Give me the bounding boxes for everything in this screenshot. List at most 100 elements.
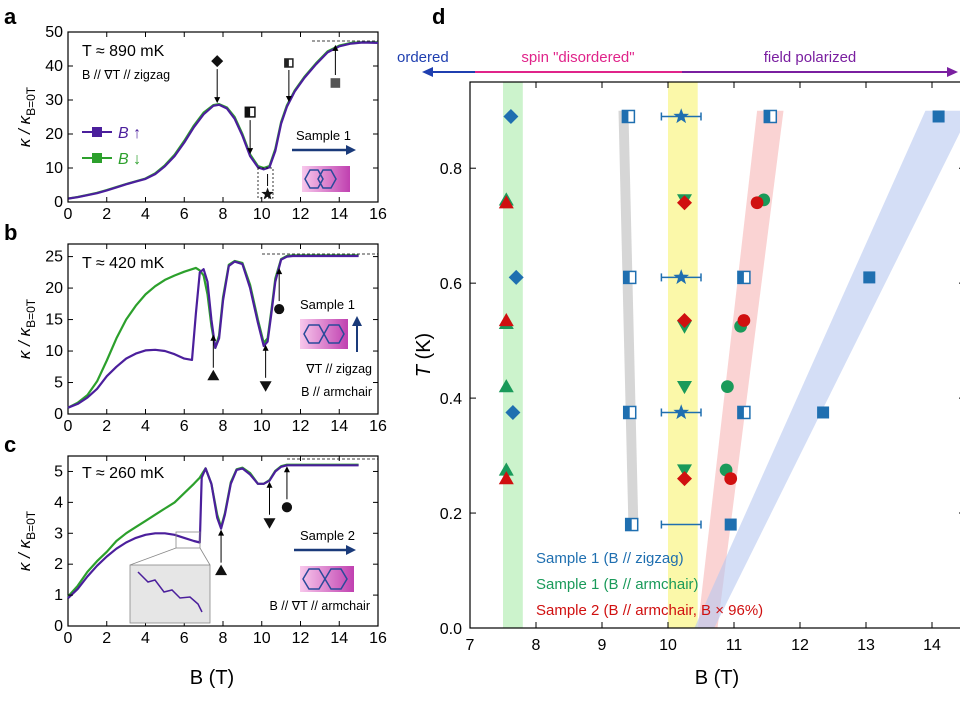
y-tick-label: 1 bbox=[54, 587, 63, 604]
x-tick-label: 10 bbox=[659, 637, 677, 654]
y-tick-label: 0.0 bbox=[440, 621, 462, 638]
temperature-label: T ≈ 260 mK bbox=[82, 465, 165, 482]
y-tick-label: 0 bbox=[54, 618, 63, 635]
field-config-label: B // ∇T // zigzag bbox=[82, 68, 170, 82]
x-tick-label: 16 bbox=[369, 206, 387, 223]
x-tick-label: 8 bbox=[219, 630, 228, 647]
heat-arrow-head bbox=[352, 316, 362, 326]
x-tick-label: 7 bbox=[466, 637, 475, 654]
data-point-half-square bbox=[622, 405, 637, 420]
x-tick-label: 14 bbox=[923, 637, 941, 654]
x-tick-label: 8 bbox=[219, 206, 228, 223]
x-tick-label: 12 bbox=[791, 637, 809, 654]
y-tick-label: 20 bbox=[45, 126, 63, 143]
annotation-marker bbox=[207, 369, 220, 381]
zigzag-lattice bbox=[304, 169, 324, 189]
data-point-triangle-down bbox=[677, 380, 692, 395]
annotation-arrow-head bbox=[332, 44, 339, 51]
y-tick-label: 3 bbox=[54, 525, 63, 542]
y-tick-label: 0.8 bbox=[440, 161, 462, 178]
series-line-up bbox=[67, 254, 359, 409]
y-tick-label: 50 bbox=[45, 24, 63, 41]
zoom-line-2 bbox=[199, 547, 211, 566]
x-tick-label: 9 bbox=[598, 637, 607, 654]
x-tick-label: 11 bbox=[726, 637, 743, 654]
annotation-marker-fill bbox=[284, 58, 289, 67]
panel-label-b: b bbox=[4, 220, 17, 245]
data-point-circle bbox=[721, 380, 734, 393]
x-tick-label: 4 bbox=[141, 630, 150, 647]
data-point-half-square-fill bbox=[622, 110, 629, 123]
x-tick-label: 16 bbox=[369, 630, 387, 647]
data-point-half-square-fill bbox=[764, 110, 771, 123]
sample-label: Sample 2 bbox=[300, 528, 355, 543]
data-point-circle bbox=[724, 472, 738, 485]
plot-frame bbox=[469, 81, 960, 629]
panel-d: ordered spin "disordered" field polarize… bbox=[397, 49, 960, 689]
data-point-square bbox=[724, 518, 737, 531]
legend-label-down: B ↓ bbox=[118, 151, 141, 168]
y-tick-label: 4 bbox=[54, 494, 63, 511]
y-tick-label: 20 bbox=[45, 280, 63, 297]
x-tick-label: 12 bbox=[292, 630, 310, 647]
x-axis-label-left: B (T) bbox=[190, 667, 234, 689]
panel-label-c: c bbox=[4, 432, 16, 457]
data-point-half-square-fill bbox=[623, 406, 630, 419]
data-point-circle bbox=[750, 196, 764, 210]
annotation-marker bbox=[259, 381, 272, 392]
heat-arrow-head bbox=[346, 545, 356, 555]
x-tick-label: 8 bbox=[219, 418, 228, 435]
annotation-arrow-head bbox=[262, 344, 269, 351]
annotation-arrow-head bbox=[276, 268, 283, 275]
data-point-half-square bbox=[763, 109, 778, 124]
annotation-arrow-head bbox=[283, 466, 290, 473]
y-tick-label: 0 bbox=[54, 194, 63, 211]
x-axis-label: B (T) bbox=[695, 667, 739, 689]
annotation-arrow-head bbox=[214, 97, 221, 104]
field-config-label: B // armchair bbox=[301, 385, 372, 399]
data-point-half-square bbox=[737, 405, 751, 420]
data-point-triangle-up bbox=[498, 195, 514, 209]
data-point-half-square-fill bbox=[623, 271, 630, 284]
data-point-triangle-up bbox=[498, 471, 514, 485]
data-point-triangle-down bbox=[677, 464, 692, 478]
annotation-marker bbox=[215, 564, 228, 576]
y-tick-label: 5 bbox=[54, 375, 63, 392]
data-point-half-square bbox=[737, 270, 751, 285]
mid-field-band bbox=[668, 82, 698, 628]
y-tick-label: 2 bbox=[54, 556, 63, 573]
annotation-marker bbox=[284, 58, 294, 68]
x-tick-label: 4 bbox=[141, 418, 150, 435]
field-config-label: B // ∇T // armchair bbox=[269, 599, 370, 613]
series-line-up bbox=[67, 464, 359, 599]
phase-label-ordered: ordered bbox=[397, 49, 449, 66]
legend-marker-down bbox=[92, 153, 102, 163]
armchair-lattice-2 bbox=[323, 324, 345, 344]
zoom-line-1 bbox=[129, 547, 177, 566]
data-point-diamond bbox=[677, 195, 692, 211]
gradient-config-label: ∇T // zigzag bbox=[305, 362, 372, 376]
legend-zigzag: Sample 1 (B // zigzag) bbox=[536, 550, 684, 567]
temperature-label: T ≈ 420 mK bbox=[82, 255, 165, 272]
y-tick-label: 0.2 bbox=[440, 506, 462, 523]
data-point-diamond bbox=[503, 108, 519, 124]
sample-label: Sample 1 bbox=[300, 297, 355, 312]
annotation-arrow-head bbox=[266, 481, 273, 488]
data-point-square bbox=[863, 271, 876, 284]
x-tick-label: 12 bbox=[292, 206, 310, 223]
y-tick-label: 0 bbox=[54, 406, 63, 423]
panel-label-a: a bbox=[4, 4, 17, 29]
heat-arrow-head bbox=[346, 145, 356, 155]
data-point-half-square bbox=[622, 270, 637, 285]
x-tick-label: 2 bbox=[102, 418, 111, 435]
x-tick-label: 10 bbox=[253, 418, 271, 435]
y-tick-label: 10 bbox=[45, 160, 63, 177]
data-point-diamond bbox=[505, 404, 521, 420]
panel-b: 0 2 4 6 8 10 12 14 16 0 5 10 15 20 25 κ / κB=0T T ≈ 42… bbox=[15, 243, 387, 435]
legend-armchair: Sample 1 (B // armchair) bbox=[536, 576, 699, 593]
data-point-triangle-up bbox=[498, 379, 514, 393]
data-point-star bbox=[673, 404, 690, 420]
annotation-marker bbox=[330, 78, 341, 88]
legend-marker-up bbox=[92, 127, 102, 137]
